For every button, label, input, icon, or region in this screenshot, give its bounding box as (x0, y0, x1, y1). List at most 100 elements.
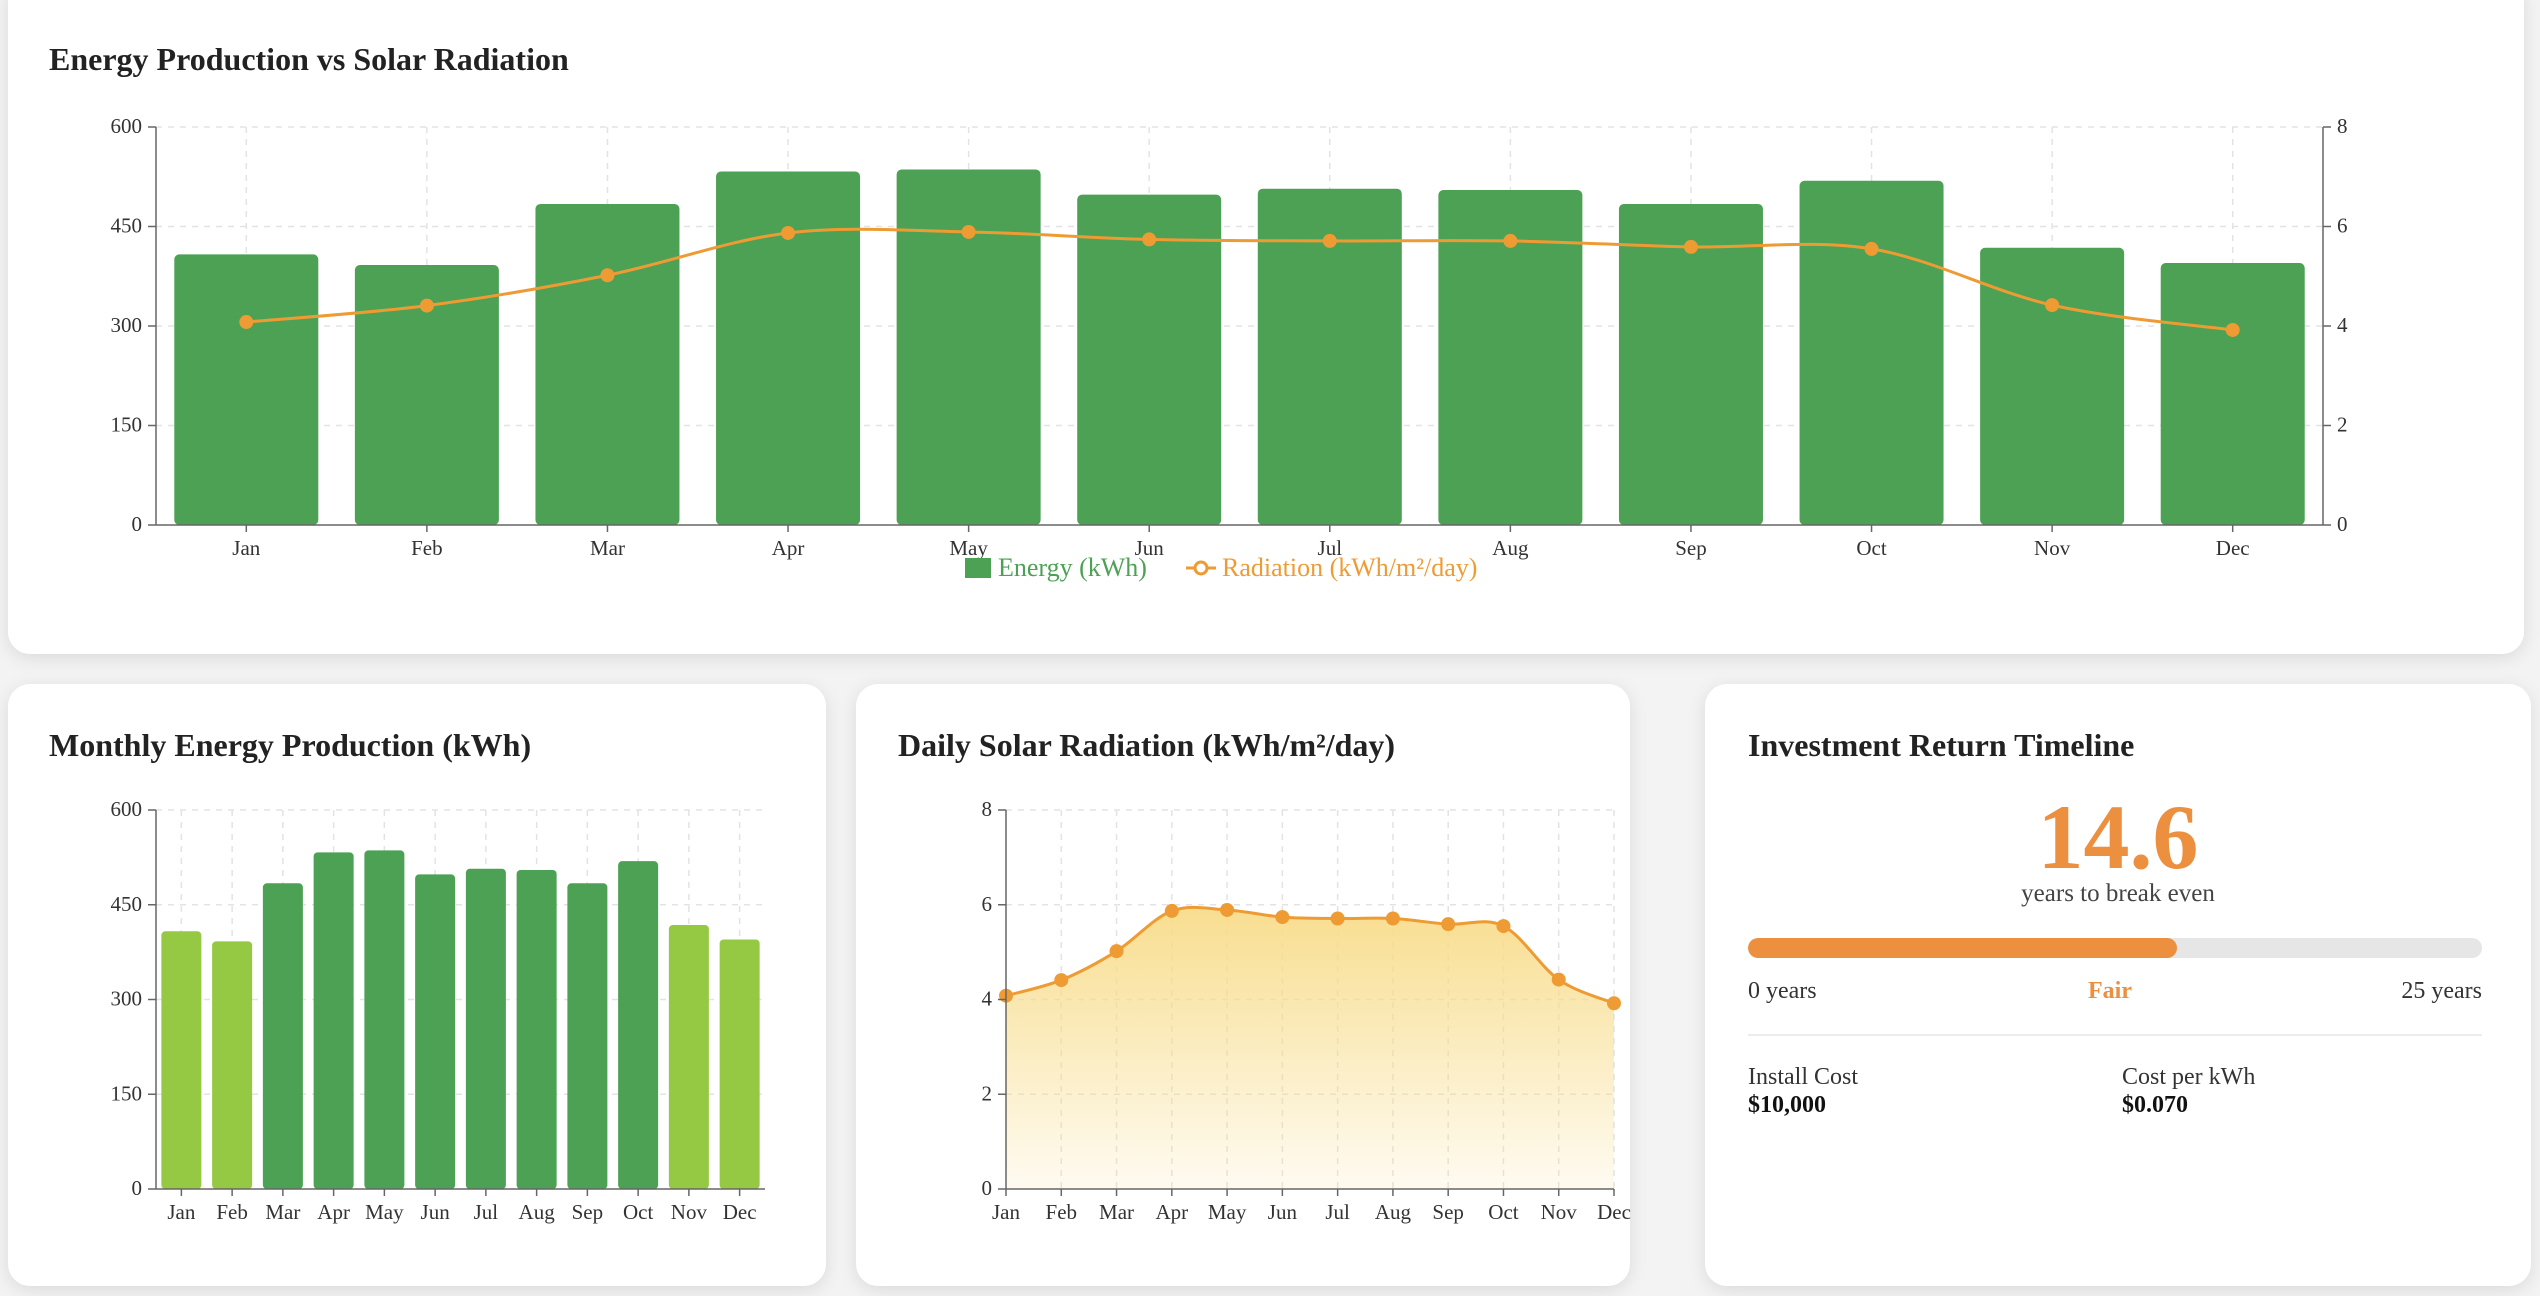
energy-bar-apr (716, 171, 861, 525)
energy-bar-may (896, 169, 1041, 525)
radiation-point-may (1220, 902, 1235, 917)
radiation-point-feb (419, 298, 434, 313)
energy-bar-apr (313, 852, 354, 1189)
y-tick-label: 2 (982, 1081, 993, 1105)
energy-bar-nov (668, 924, 709, 1189)
energy-bar-jan (174, 254, 319, 525)
energy-chart-title: Monthly Energy Production (kWh) (49, 727, 532, 763)
x-tick-label: Apr (772, 536, 805, 560)
y-tick-label: 450 (111, 214, 143, 238)
x-tick-label: Jun (421, 1200, 451, 1224)
energy-bar-mar (535, 203, 680, 526)
energy-bar-sep (567, 883, 608, 1189)
energy-bar-may (364, 850, 405, 1189)
radiation-point-apr (1164, 903, 1179, 918)
y-tick-label: 600 (111, 797, 143, 821)
radiation-point-feb (1054, 973, 1069, 988)
divider (1748, 1034, 2482, 1036)
legend-energy-label: Energy (kWh) (998, 553, 1147, 582)
energy-vs-radiation-chart: Jan Feb Mar Apr May Jun Jul Aug Sep Oct Nov Dec 0 150… (111, 114, 2349, 582)
energy-bar-oct (1799, 180, 1944, 526)
radiation-point-jul (1330, 911, 1345, 926)
break-even-progress-fill (1748, 938, 2177, 958)
x-tick-label: May (365, 1200, 404, 1224)
y-tick-label: 8 (2337, 114, 2348, 138)
x-tick-label: Jan (167, 1200, 195, 1224)
x-tick-label: Apr (317, 1200, 350, 1224)
y-tick-label: 150 (111, 1081, 143, 1105)
legend-energy-swatch (965, 558, 991, 578)
monthly-energy-chart: Jan Feb Mar Apr May Jun Jul Aug Sep Oct Nov Dec 0 150… (111, 797, 765, 1224)
cost-per-kwh-label: Cost per kWh (2122, 1064, 2256, 1090)
radiation-point-sep (1683, 239, 1698, 254)
progress-max-label: 25 years (2401, 978, 2482, 1004)
energy-bar-oct (618, 861, 659, 1189)
x-tick-label: Jan (992, 1200, 1020, 1224)
x-tick-label: May (949, 536, 988, 560)
x-tick-label: Sep (1675, 536, 1707, 560)
radiation-point-jun (1275, 910, 1290, 925)
radiation-line (246, 227, 2233, 332)
energy-bar-jun (415, 874, 456, 1189)
y-tick-label: 300 (111, 987, 143, 1011)
energy-bar-sep (1618, 203, 1763, 526)
x-tick-label: Sep (572, 1200, 604, 1224)
y-tick-label: 0 (2337, 512, 2348, 536)
break-even-progress-track (1748, 938, 2482, 958)
legend-radiation-label: Radiation (kWh/m²/day) (1222, 553, 1477, 582)
install-cost-label: Install Cost (1748, 1064, 1859, 1090)
energy-bar-dec (719, 939, 760, 1189)
x-tick-label: Oct (1856, 536, 1886, 560)
x-tick-label: Jun (1268, 1200, 1298, 1224)
energy-vs-radiation-card: Energy Production vs Solar Radiation Jan… (8, 0, 2524, 654)
x-tick-label: Apr (1155, 1200, 1188, 1224)
radiation-point-nov (2045, 298, 2060, 313)
radiation-chart-title: Daily Solar Radiation (kWh/m²/day) (898, 727, 1396, 763)
radiation-point-nov (1551, 972, 1566, 987)
x-tick-label: Aug (1375, 1200, 1412, 1224)
x-tick-label: Feb (1046, 1200, 1078, 1224)
energy-bar-feb (212, 941, 253, 1189)
y-tick-label: 0 (982, 1176, 993, 1200)
x-tick-label: Mar (265, 1200, 300, 1224)
energy-bar-feb (354, 264, 499, 525)
x-tick-label: Feb (216, 1200, 248, 1224)
x-tick-label: Oct (623, 1200, 653, 1224)
energy-bar-mar (262, 883, 303, 1189)
radiation-point-oct (1496, 919, 1511, 934)
x-tick-label: Aug (519, 1200, 556, 1224)
y-tick-label: 300 (111, 313, 143, 337)
radiation-point-aug (1385, 911, 1400, 926)
energy-bar-jan (161, 931, 202, 1189)
energy-bar-aug (1438, 190, 1583, 525)
radiation-point-jun (1142, 232, 1157, 247)
x-tick-label: Dec (2216, 536, 2250, 560)
y-tick-label: 6 (982, 892, 993, 916)
energy-bar-dec (2160, 262, 2305, 525)
y-tick-label: 0 (132, 512, 143, 536)
radiation-point-may (961, 224, 976, 239)
progress-min-label: 0 years (1748, 978, 1817, 1004)
x-tick-label: Mar (1099, 1200, 1134, 1224)
y-tick-label: 0 (132, 1176, 143, 1200)
radiation-area (1006, 907, 1614, 1189)
roi-title: Investment Return Timeline (1748, 727, 2135, 763)
monthly-energy-card: Monthly Energy Production (kWh) Jan Feb Ma… (8, 684, 826, 1286)
energy-bar-aug (516, 870, 557, 1189)
solar-radiation-chart: Jan Feb Mar Apr May Jun Jul Aug Sep Oct Nov Dec 0 2 4 6… (982, 797, 1631, 1224)
radiation-point-aug (1503, 233, 1518, 248)
x-tick-label: Jul (1318, 536, 1343, 560)
combined-chart-title: Energy Production vs Solar Radiation (49, 41, 569, 77)
x-tick-label: Jul (1325, 1200, 1350, 1224)
x-tick-label: Jul (474, 1200, 499, 1224)
x-tick-label: Dec (1597, 1200, 1631, 1224)
x-tick-label: Nov (671, 1200, 708, 1224)
legend-radiation-marker (1193, 560, 1209, 576)
energy-bar-jul (1257, 188, 1402, 525)
radiation-point-jul (1322, 233, 1337, 248)
y-tick-label: 6 (2337, 214, 2348, 238)
energy-bar-jun (1077, 194, 1222, 525)
y-tick-label: 2 (2337, 413, 2348, 437)
x-tick-label: Sep (1432, 1200, 1464, 1224)
x-tick-label: Aug (1492, 536, 1529, 560)
